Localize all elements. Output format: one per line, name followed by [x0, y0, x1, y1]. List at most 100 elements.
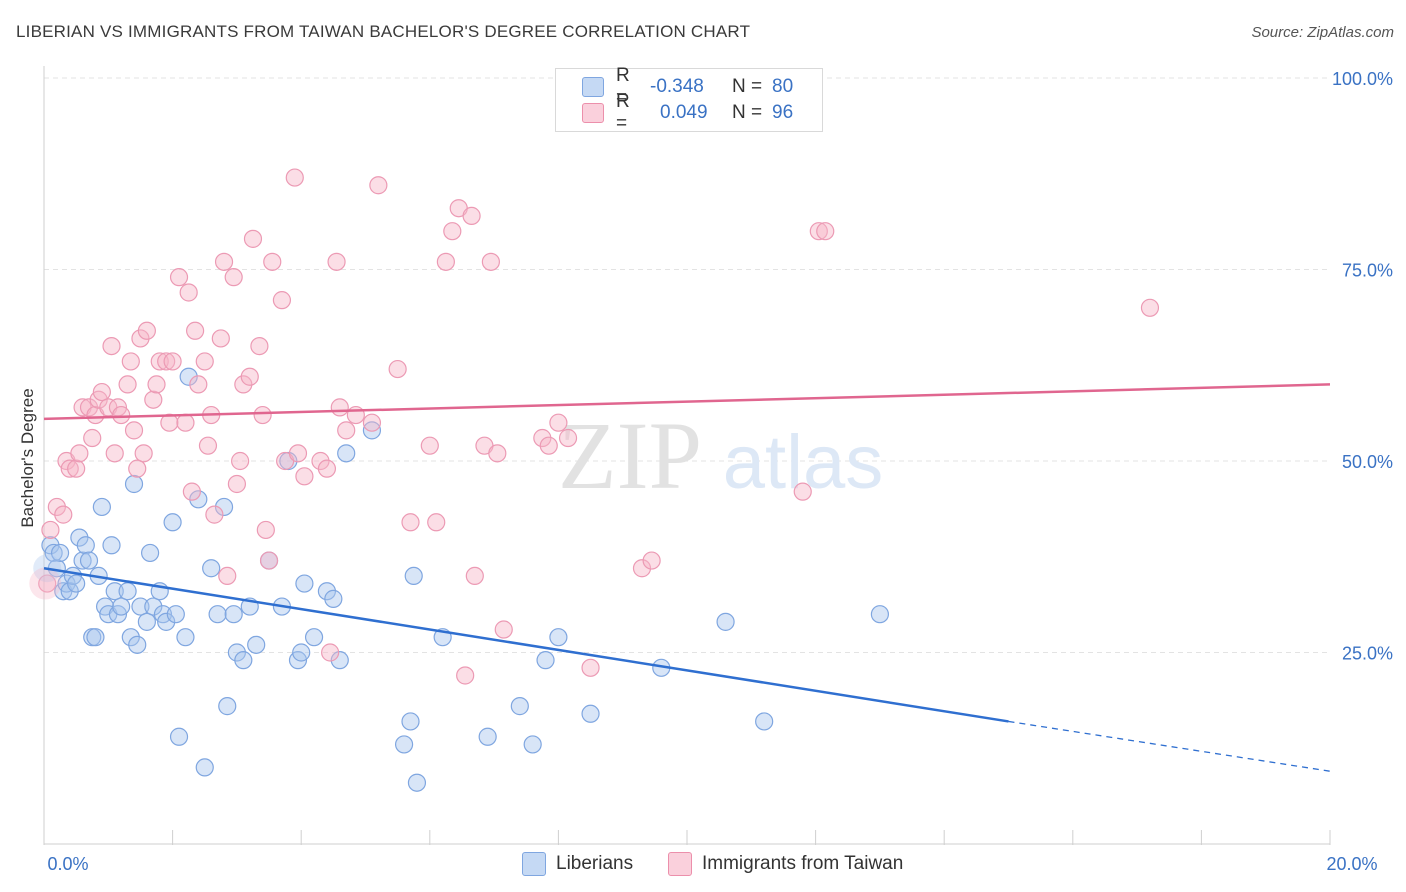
data-point — [632, 559, 652, 578]
data-point — [54, 505, 73, 524]
data-point — [809, 222, 828, 241]
data-point — [163, 513, 182, 532]
data-point — [79, 551, 99, 570]
trend-line-liberians-extension — [1008, 720, 1331, 772]
bottom-legend-swatch-liberians — [522, 852, 546, 876]
data-point — [362, 413, 382, 432]
y-tick-label: 100.0% — [1332, 69, 1393, 89]
data-point — [337, 444, 356, 463]
data-point — [134, 444, 153, 463]
data-point — [427, 513, 446, 532]
legend-row-liberians: R = -0.348 N = 80 — [582, 65, 794, 108]
axes — [43, 66, 1331, 845]
data-point — [121, 352, 140, 371]
data-point — [369, 176, 388, 195]
data-point — [163, 352, 182, 371]
data-point — [456, 666, 475, 685]
data-point — [70, 444, 89, 463]
data-point — [436, 252, 455, 271]
data-point — [29, 567, 62, 600]
data-point — [189, 375, 208, 394]
data-point — [60, 459, 79, 478]
data-point — [67, 574, 86, 593]
data-point — [870, 605, 890, 624]
data-point — [337, 421, 356, 440]
data-point — [388, 359, 407, 379]
data-point — [160, 413, 179, 432]
y-tick-label: 75.0% — [1342, 261, 1393, 281]
data-point — [128, 635, 147, 654]
data-point — [317, 459, 337, 478]
y-tick-label: 25.0% — [1342, 644, 1393, 664]
watermark: ZIP atlas — [558, 402, 883, 509]
data-point — [137, 612, 156, 631]
legend-swatch-liberians — [582, 77, 604, 97]
data-point — [401, 712, 420, 731]
data-point — [128, 459, 147, 478]
data-point — [73, 551, 92, 570]
data-point — [50, 543, 70, 563]
legend-n-label: N = — [732, 76, 763, 97]
data-point — [716, 612, 735, 631]
data-point — [755, 712, 774, 731]
data-point — [346, 405, 365, 425]
data-point — [549, 628, 568, 647]
data-point — [816, 222, 835, 241]
data-point — [157, 352, 176, 371]
data-point — [166, 605, 185, 624]
x-tick-label: 20.0% — [1326, 854, 1377, 874]
data-point — [179, 367, 198, 386]
legend-n-value: 80 — [772, 76, 794, 97]
data-point — [465, 566, 484, 586]
legend-n-label: N = — [732, 102, 763, 123]
data-point — [539, 436, 558, 455]
data-point — [227, 474, 246, 494]
legend-r-value: -0.348 — [650, 76, 704, 97]
bottom-legend-swatch-taiwan — [668, 852, 692, 876]
trend-line-liberians — [43, 567, 1009, 723]
data-point — [581, 658, 600, 677]
data-point — [394, 735, 414, 754]
data-point — [330, 398, 349, 417]
data-point — [195, 352, 214, 371]
data-point — [176, 628, 195, 647]
data-point — [488, 444, 507, 463]
data-point — [92, 497, 111, 517]
data-point — [362, 421, 382, 440]
grid-lines — [44, 77, 1330, 653]
data-point — [327, 252, 346, 271]
data-point — [404, 566, 423, 586]
data-point — [102, 536, 121, 555]
data-point — [243, 229, 263, 248]
series-liberians — [41, 367, 890, 792]
bottom-legend-label-liberians: Liberians — [556, 853, 634, 874]
legend-n-value: 96 — [772, 102, 794, 123]
data-point — [478, 727, 497, 746]
data-point — [247, 635, 266, 654]
watermark-zip: ZIP — [558, 402, 702, 509]
data-point — [272, 291, 292, 310]
data-point — [195, 758, 214, 777]
data-point — [67, 459, 86, 478]
data-point — [176, 413, 195, 432]
data-point — [330, 651, 349, 670]
data-point — [256, 520, 275, 540]
data-point — [102, 337, 121, 356]
legend-row-taiwan: R = 0.049 N = 96 — [582, 91, 794, 134]
data-point — [205, 505, 224, 524]
watermark-atlas: atlas — [723, 420, 884, 505]
data-point — [549, 413, 568, 432]
data-point — [253, 405, 272, 425]
bottom-legend-label-taiwan: Immigrants from Taiwan — [702, 853, 904, 874]
legend-r-label: R = — [616, 65, 630, 108]
data-point — [295, 574, 314, 593]
data-point — [179, 283, 198, 302]
data-point — [157, 612, 176, 631]
data-point — [510, 697, 529, 716]
data-point — [523, 735, 542, 754]
data-point — [118, 375, 137, 394]
correlation-legend: R = -0.348 N = 80 R = 0.049 N = 96 — [555, 65, 823, 134]
data-point — [211, 329, 230, 348]
data-point — [124, 474, 144, 494]
data-point — [304, 628, 324, 647]
